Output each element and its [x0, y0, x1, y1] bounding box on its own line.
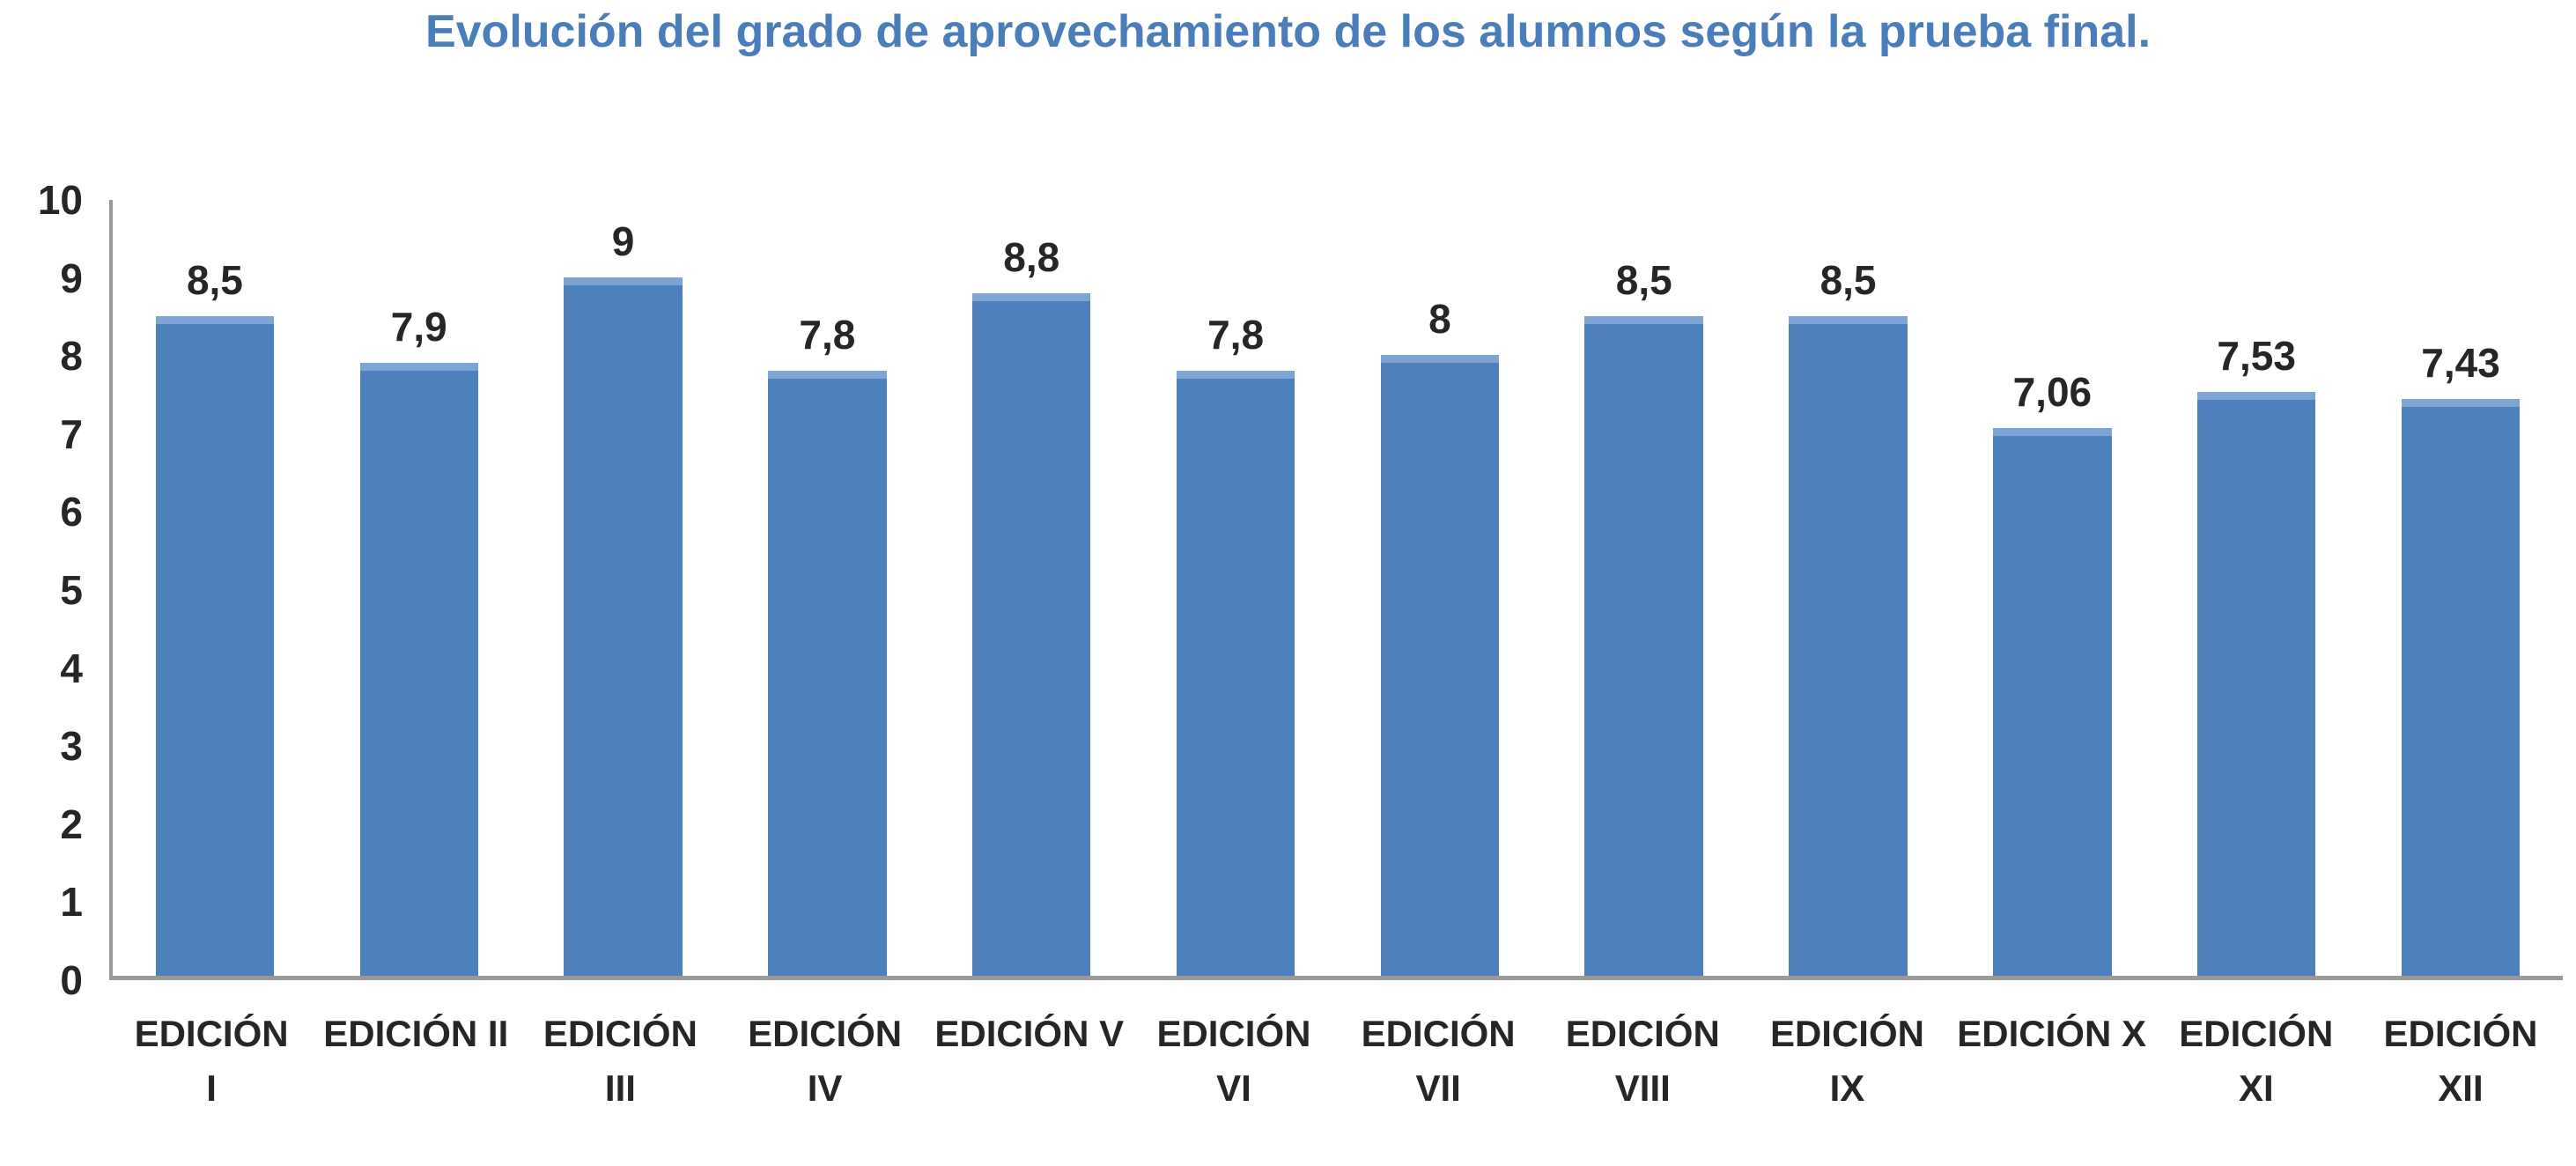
- x-axis-label-line: EDICIÓN: [1156, 1013, 1311, 1054]
- bar-slot: 8,5: [1542, 200, 1746, 976]
- y-axis-tick-label: 10: [37, 177, 83, 223]
- bar-edicion-10: [1993, 428, 2112, 976]
- x-axis-label-edicion-7: EDICIÓN VII: [1336, 1007, 1540, 1156]
- bar-value-label: 9: [611, 218, 635, 265]
- x-axis-label-line: [314, 1061, 518, 1116]
- y-axis-tick-label: 9: [60, 255, 83, 301]
- bar-slot: 7,9: [317, 200, 521, 976]
- bar-slot: 7,8: [725, 200, 929, 976]
- x-axis-label-edicion-4: EDICIÓN IV: [723, 1007, 927, 1156]
- bar-edicion-11: [2196, 391, 2316, 976]
- x-axis-label-line: EDICIÓN: [2383, 1013, 2538, 1054]
- x-axis-label-edicion-8: EDICIÓN VIII: [1540, 1007, 1745, 1156]
- bar-value-label: 7,53: [2217, 332, 2296, 379]
- bar-chart: 10 9 8 7 6 5 4 3 2 1 0 8,5 7,9 9 7,8 8,8 7,8 8 8,5 8,5 7,06…: [11, 180, 2563, 1156]
- bar-edicion-5: [971, 292, 1091, 976]
- bar-edicion-2: [359, 363, 478, 976]
- bar-edicion-9: [1789, 316, 1908, 976]
- x-axis-label-line: EDICIÓN: [2179, 1013, 2334, 1054]
- x-axis-label-line: III: [604, 1067, 636, 1109]
- x-axis-label-edicion-11: EDICIÓN XI: [2154, 1007, 2358, 1156]
- bar-value-label: 7,06: [2012, 369, 2093, 416]
- bar-slot: 8,5: [113, 200, 317, 976]
- bar-value-label: 8,8: [1003, 233, 1060, 280]
- x-axis-label-line: EDICIÓN: [1769, 1013, 1924, 1054]
- x-axis-label-edicion-10: EDICIÓN X: [1950, 1007, 2154, 1156]
- x-axis-label-line: XII: [2438, 1067, 2484, 1109]
- bar-value-label: 8,5: [1615, 257, 1672, 304]
- x-axis-label-edicion-6: EDICIÓN VI: [1132, 1007, 1336, 1156]
- bar-edicion-8: [1584, 316, 1703, 976]
- y-axis-tick-label: 6: [60, 489, 83, 535]
- bar-slot: 8,8: [929, 200, 1133, 976]
- x-axis-label-line: EDICIÓN: [748, 1013, 903, 1054]
- x-axis-label-line: VI: [1216, 1067, 1251, 1109]
- y-axis-tick-label: 8: [60, 333, 83, 380]
- x-axis-label-line: IV: [807, 1067, 843, 1109]
- chart-title: Evolución del grado de aprovechamiento d…: [424, 6, 2152, 57]
- x-axis-label-edicion-3: EDICIÓN III: [518, 1007, 722, 1156]
- bar-edicion-7: [1380, 355, 1500, 976]
- bar-slot: 7,8: [1133, 200, 1338, 976]
- x-axis-label-edicion-5: EDICIÓN V: [927, 1007, 1132, 1156]
- y-axis-tick-label: 7: [60, 410, 83, 457]
- x-axis-label-line: EDICIÓN X: [1957, 1013, 2146, 1054]
- x-axis-label-line: I: [206, 1067, 217, 1109]
- bar-edicion-3: [564, 277, 683, 976]
- bar-edicion-1: [155, 316, 275, 976]
- x-axis-label-edicion-9: EDICIÓN IX: [1745, 1007, 1949, 1156]
- bar-value-label: 8,5: [1819, 257, 1877, 304]
- bar-edicion-6: [1176, 370, 1295, 976]
- bar-slot: 7,43: [2358, 200, 2563, 976]
- x-axis-label-line: EDICIÓN: [543, 1013, 698, 1054]
- bar-value-label: 8,5: [186, 257, 243, 304]
- x-axis-label-line: IX: [1829, 1067, 1865, 1109]
- bar-value-label: 7,8: [799, 311, 856, 358]
- y-axis-tick-label: 2: [60, 801, 83, 847]
- bar-edicion-4: [768, 370, 887, 976]
- x-axis: EDICIÓN I EDICIÓN II EDICIÓN III EDICIÓN IV ED…: [109, 980, 2563, 1156]
- x-axis-label-edicion-2: EDICIÓN II: [314, 1007, 518, 1156]
- x-axis-label-line: VII: [1415, 1067, 1461, 1109]
- y-axis-tick-label: 5: [60, 567, 83, 613]
- y-axis-tick-label: 0: [60, 957, 83, 1003]
- x-axis-label-line: EDICIÓN V: [934, 1013, 1125, 1054]
- y-axis-tick-label: 3: [60, 723, 83, 770]
- x-axis-label-line: VIII: [1614, 1067, 1671, 1109]
- y-axis-tick-label: 1: [60, 879, 83, 926]
- x-axis-label-line: EDICIÓN: [1565, 1013, 1720, 1054]
- bar-value-label: 8: [1428, 296, 1451, 343]
- bar-slot: 8,5: [1746, 200, 1951, 976]
- bar-value-label: 7,9: [390, 304, 447, 351]
- y-axis-tick-label: 4: [60, 645, 83, 691]
- bar-value-label: 7,43: [2421, 340, 2500, 387]
- plot-area: 8,5 7,9 9 7,8 8,8 7,8 8 8,5 8,5 7,06 7,53 7,43: [109, 200, 2563, 980]
- x-axis-label-line: [927, 1061, 1132, 1116]
- x-axis-label-line: XI: [2238, 1067, 2274, 1109]
- x-axis-label-line: EDICIÓN: [134, 1013, 289, 1054]
- y-axis: 10 9 8 7 6 5 4 3 2 1 0: [11, 180, 109, 1000]
- x-axis-label-line: EDICIÓN II: [323, 1013, 509, 1054]
- bar-slot: 8: [1338, 200, 1542, 976]
- bar-value-label: 7,8: [1207, 311, 1265, 358]
- x-axis-label-line: [1950, 1061, 2154, 1116]
- x-axis-label-edicion-12: EDICIÓN XII: [2358, 1007, 2563, 1156]
- x-axis-label-edicion-1: EDICIÓN I: [109, 1007, 314, 1156]
- bar-slot: 9: [521, 200, 726, 976]
- bar-edicion-12: [2401, 399, 2521, 976]
- bar-slot: 7,53: [2154, 200, 2358, 976]
- x-axis-label-line: EDICIÓN: [1361, 1013, 1516, 1054]
- bar-slot: 7,06: [1950, 200, 2154, 976]
